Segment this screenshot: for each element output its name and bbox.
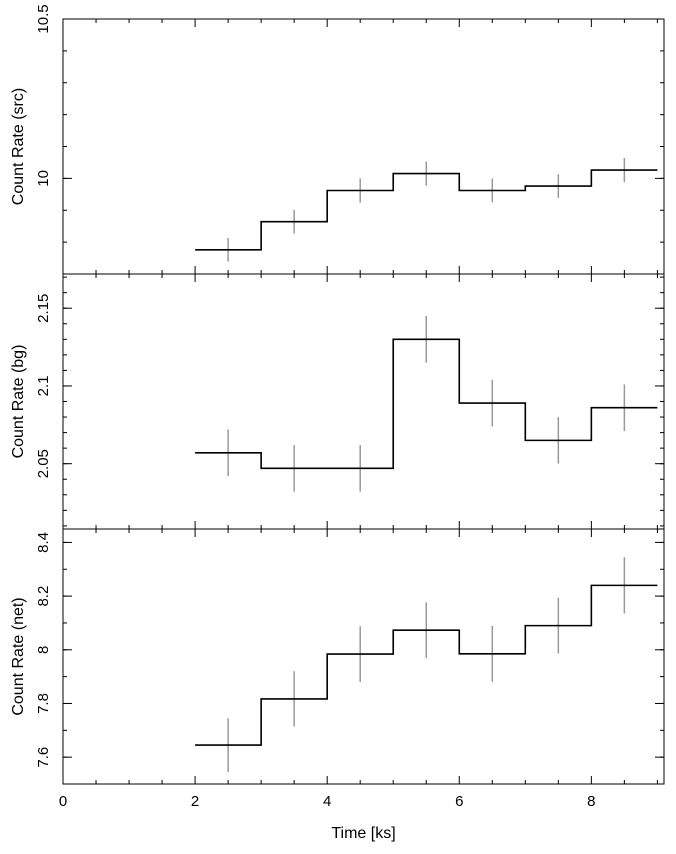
y-tick-label: 2.05 — [35, 449, 52, 478]
panel-src-y-axis-label: Count Rate (src) — [10, 88, 27, 205]
y-tick-label: 7.8 — [35, 693, 52, 714]
panel-bg-error-bars — [227, 315, 626, 492]
panel-net-step-line — [195, 584, 658, 746]
panel-net-minor-ticks — [63, 529, 664, 785]
panel-src: 10 10.5 Count Rate (src) — [10, 4, 665, 275]
y-tick-label: 7.6 — [35, 747, 52, 768]
panel-net-major-ticks — [62, 529, 664, 784]
y-tick-label: 2.15 — [35, 294, 52, 323]
panel-bg: 2.05 2.1 2.15 Count Rate (bg) — [10, 273, 665, 530]
panel-net: 7.6 7.8 8 8.2 8.4 0 2 4 6 8 Count Rate (net) Tim… — [10, 528, 665, 842]
panel-bg-major-ticks — [62, 274, 664, 529]
panel-src-y-tick-labels: 10 10.5 — [35, 4, 52, 186]
y-tick-label: 10 — [35, 170, 52, 187]
y-tick-label: 10.5 — [35, 4, 52, 33]
panel-bg-y-tick-labels: 2.05 2.1 2.15 — [35, 294, 52, 479]
y-tick-label: 8.2 — [35, 586, 52, 607]
x-axis-label: Time [ks] — [331, 825, 395, 842]
panel-net-y-axis-label: Count Rate (net) — [10, 597, 27, 715]
panel-bg-frame — [62, 273, 665, 530]
panel-bg-y-axis-label: Count Rate (bg) — [10, 345, 27, 459]
panel-net-frame — [62, 528, 665, 785]
x-tick-labels: 0 2 4 6 8 — [59, 793, 596, 810]
panel-bg-step-line — [195, 338, 658, 470]
x-tick-label: 2 — [191, 793, 199, 810]
x-tick-label: 6 — [455, 793, 463, 810]
panel-src-minor-ticks — [63, 18, 664, 275]
panel-net-error-bars — [227, 557, 626, 772]
x-tick-label: 8 — [587, 793, 595, 810]
y-tick-label: 2.1 — [35, 376, 52, 397]
y-tick-label: 8 — [35, 646, 52, 654]
panel-net-y-tick-labels: 7.6 7.8 8 8.2 8.4 — [35, 532, 52, 768]
panel-src-major-ticks — [62, 18, 664, 274]
y-tick-label: 8.4 — [35, 532, 52, 553]
x-tick-label: 4 — [323, 793, 331, 810]
x-tick-label: 0 — [59, 793, 67, 810]
panel-src-frame — [62, 18, 665, 275]
panel-src-step-line — [195, 169, 658, 251]
panel-bg-minor-ticks — [63, 274, 664, 529]
